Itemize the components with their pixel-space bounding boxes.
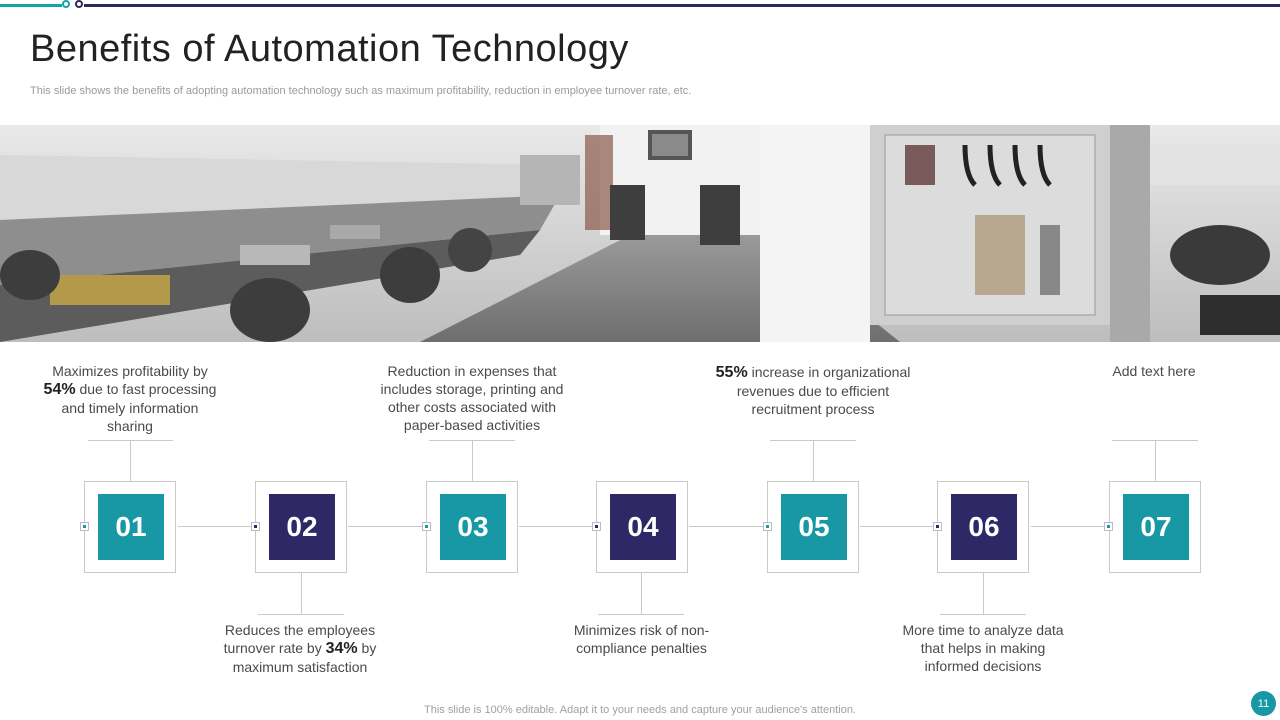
callout-line	[813, 440, 814, 481]
highlight-value: 55%	[715, 364, 748, 381]
step-number: 06	[951, 494, 1017, 560]
step-01-description: Maximizes profitability by 54% due to fa…	[40, 362, 220, 435]
highlight-value: 54%	[43, 381, 76, 398]
callout-line	[1155, 440, 1156, 481]
top-accent-bar-navy	[84, 4, 1280, 7]
highlight-value: 34%	[325, 640, 358, 657]
step-number: 05	[781, 494, 847, 560]
connector-pin	[1104, 522, 1113, 531]
callout-line	[983, 573, 984, 614]
connector-line	[519, 526, 596, 527]
connector-line	[860, 526, 937, 527]
step-01: 01	[84, 481, 176, 573]
connector-pin	[763, 522, 772, 531]
top-accent-dot-navy	[75, 0, 83, 8]
connector-pin	[251, 522, 260, 531]
slide-subtitle: This slide shows the benefits of adoptin…	[30, 85, 692, 97]
slide-title: Benefits of Automation Technology	[30, 28, 629, 70]
connector-line	[178, 526, 255, 527]
step-03: 03	[426, 481, 518, 573]
step-06-description: More time to analyze data that helps in …	[902, 622, 1064, 674]
callout-line	[130, 440, 131, 481]
callout-line	[301, 573, 302, 614]
step-07-description: Add text here	[1112, 363, 1196, 379]
connector-line	[689, 526, 767, 527]
callout-line	[641, 573, 642, 614]
step-05: 05	[767, 481, 859, 573]
connector-pin	[422, 522, 431, 531]
step-number: 02	[269, 494, 335, 560]
text-part: increase in organizational revenues due …	[736, 364, 911, 417]
step-07: 07	[1109, 481, 1201, 573]
step-04-description: Minimizes risk of non-compliance penalti…	[573, 622, 710, 656]
top-accent-dot-teal	[62, 0, 70, 8]
step-06: 06	[937, 481, 1029, 573]
connector-line	[348, 526, 426, 527]
callout-line	[598, 614, 684, 615]
page-number-badge: 11	[1251, 691, 1276, 716]
step-number: 04	[610, 494, 676, 560]
top-accent-bar-teal	[0, 4, 62, 7]
footer-note: This slide is 100% editable. Adapt it to…	[424, 704, 856, 716]
connector-pin	[933, 522, 942, 531]
connector-line	[1031, 526, 1109, 527]
step-02-description: Reduces the employees turnover rate by 3…	[210, 621, 390, 676]
connector-pin	[80, 522, 89, 531]
automation-lab-photo	[0, 125, 1280, 342]
connector-pin	[592, 522, 601, 531]
text-part: Reduces the employees turnover rate by	[223, 622, 376, 656]
callout-line	[258, 614, 344, 615]
step-number: 07	[1123, 494, 1189, 560]
step-02: 02	[255, 481, 347, 573]
text-part: Maximizes profitability by	[52, 363, 208, 379]
text-part: due to fast processing and timely inform…	[61, 381, 217, 434]
step-04: 04	[596, 481, 688, 573]
step-03-description: Reduction in expenses that includes stor…	[380, 363, 564, 433]
step-number: 03	[440, 494, 506, 560]
callout-line	[472, 440, 473, 481]
step-number: 01	[98, 494, 164, 560]
callout-line	[940, 614, 1026, 615]
step-05-description: 55% increase in organizational revenues …	[708, 363, 918, 418]
text-part: by maximum satisfaction	[232, 640, 377, 675]
